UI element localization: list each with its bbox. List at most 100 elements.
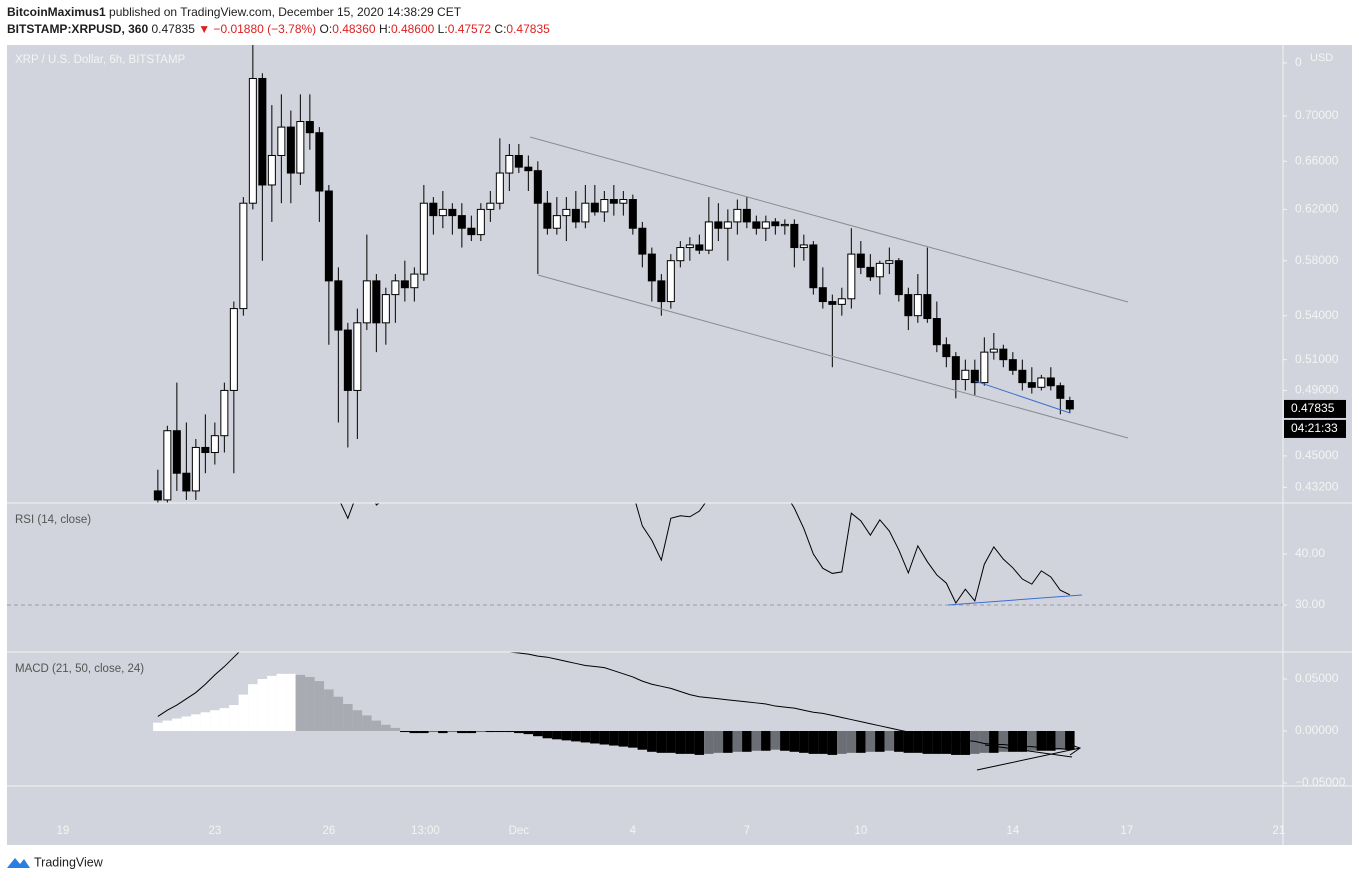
y-tick-label: 0.58000 [1295,253,1339,267]
histogram-bar [485,731,496,733]
histogram-bar [153,722,163,732]
y-tick-label: 0.05000 [1295,671,1339,685]
candle-body [780,223,789,227]
candle-body [220,389,229,437]
macd [153,652,1075,755]
histogram-bar [970,731,980,754]
histogram-bar [713,731,724,753]
histogram-bar [751,731,762,751]
histogram-bar [628,731,638,748]
candle-body [1056,385,1065,399]
histogram-bar [837,731,847,754]
value: 0.48360 [332,22,376,36]
author: BitcoinMaximus1 [7,5,106,19]
histogram-bar [229,705,239,732]
candle-body [1065,400,1074,410]
histogram-bar [951,731,961,755]
candle-body [685,244,694,249]
candle-body [609,199,618,204]
histogram-bar [1027,731,1037,751]
histogram-bar [561,731,572,741]
candle-body [828,301,837,305]
candle-body [875,262,884,278]
label: C: [494,22,507,36]
candle-body [628,199,637,229]
x-tick-label: 23 [208,825,221,837]
histogram-bar [685,731,695,754]
histogram-bar [257,679,268,732]
candle-body [248,77,257,204]
candle-body [989,348,998,353]
candle-body [1008,359,1017,371]
rsi-line [185,503,1071,605]
candle-body [676,247,685,262]
candle-body [666,260,675,303]
candle-body [904,294,913,317]
histogram-bar [704,731,714,754]
histogram-bar [172,718,182,732]
y-tick-label: 0.45000 [1295,448,1339,462]
candle-body [742,208,751,223]
y-tick-label: 30.00 [1295,597,1325,611]
candle-body [419,202,428,275]
candle-body [505,154,514,174]
histogram-bar [571,731,581,742]
histogram-bar [400,731,410,733]
candle-body [552,215,561,229]
candle-body [866,266,875,278]
candle-body [980,351,989,384]
candle-body [172,430,181,474]
candle-body [761,221,770,229]
label: L: [437,22,448,36]
histogram-bar [941,731,952,754]
histogram-bar [732,731,743,752]
candle-body [315,132,324,192]
histogram-bar [438,731,448,734]
candle-body [695,244,704,251]
histogram-bar [533,731,543,737]
candle-body [790,223,799,249]
histogram-bar [552,731,562,740]
x-tick-label: 26 [322,825,335,837]
histogram-bar [219,708,230,732]
histogram-bar [742,731,752,752]
histogram-bar [618,731,629,747]
histogram-bar [1046,731,1056,751]
histogram-bar [362,715,372,732]
countdown-tag [1284,419,1346,438]
symbol: BITSTAMP:XRPUSD, 360 [7,22,149,36]
candle-body [334,280,343,331]
arrow [984,744,1073,758]
candle-body [182,472,191,492]
y-tick-label: 0 [1295,55,1302,69]
candle-body [619,199,628,204]
pane-title: RSI (14, close) [15,514,91,526]
trend-line [974,380,1071,414]
candle-body [438,208,447,217]
histogram-bar [295,674,306,732]
change: ▼ −0.01880 (−3.78%) [198,22,317,36]
histogram-bar [1065,731,1075,750]
candle-body [391,280,400,296]
histogram-bar [656,731,667,753]
candle-body [514,154,523,168]
candle-body [818,287,827,303]
logo [7,858,30,868]
arrow [976,747,1081,771]
histogram-bar [371,720,382,732]
candle-body [381,294,390,324]
histogram-bar [799,731,809,753]
candle-body [752,221,761,229]
candle-body [486,202,495,210]
value: 0.47572 [447,22,492,36]
histogram-bar [808,731,819,754]
histogram-bar [789,731,800,752]
price-tag [1284,399,1346,418]
histogram-bar [191,714,201,732]
countdown: 04:21:33 [1291,421,1338,435]
last-price: 0.47835 [1291,401,1335,415]
channel-line [537,274,1129,439]
histogram-bar [523,731,534,735]
histogram-bar [248,684,258,732]
histogram-bar [514,731,524,734]
